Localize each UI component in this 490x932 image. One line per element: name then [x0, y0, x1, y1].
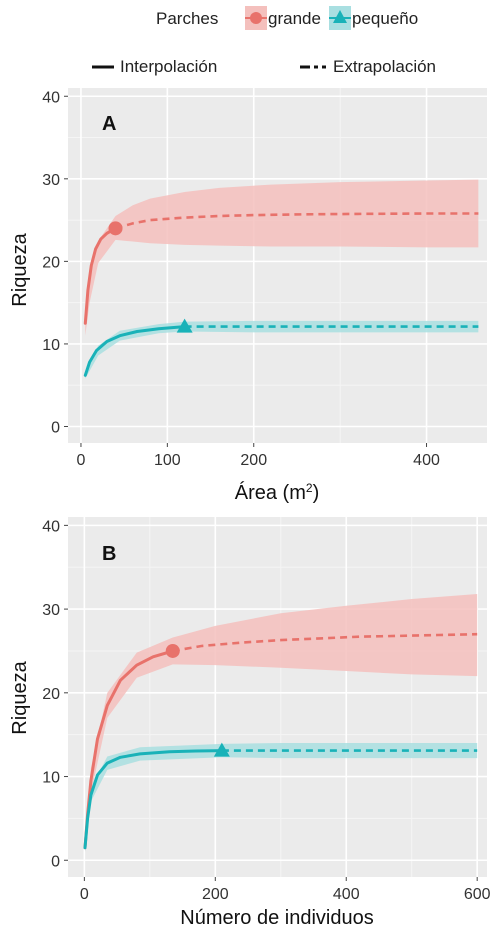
interpolation-line-pequeno — [83, 749, 224, 850]
markers-a — [108, 221, 193, 333]
x-tick-label: 600 — [464, 886, 490, 903]
x-tick-label: 200 — [202, 886, 229, 903]
bands-b — [85, 594, 478, 852]
y-tick-label: 30 — [42, 172, 60, 189]
panel-label-b: B — [102, 543, 116, 565]
x-tick-label: 0 — [77, 452, 86, 469]
y-tick-label: 40 — [42, 89, 60, 106]
x-axis-title-a: Área (m2) — [235, 481, 319, 504]
legend-label-extrapolacion: Extrapolación — [333, 57, 436, 76]
y-tick-label: 30 — [42, 602, 60, 619]
markers-b — [165, 643, 230, 757]
legend-label-interpolacion: Interpolación — [120, 57, 217, 76]
interpolation-line-pequeno — [83, 325, 187, 377]
legend-item-grande: grande — [245, 6, 321, 30]
legend-circle-icon — [250, 12, 262, 24]
plot-background-b — [68, 517, 487, 877]
x-tick-label: 400 — [333, 886, 360, 903]
legend-label-pequeno: pequeño — [352, 9, 418, 28]
x-tick-label: 200 — [240, 452, 267, 469]
y-tick-label: 20 — [42, 254, 60, 271]
plot-background-a — [68, 88, 487, 443]
interpolation-line-grande — [83, 226, 117, 325]
sample-point-grande — [165, 643, 180, 658]
gridlines-b — [68, 517, 487, 877]
lines-a — [83, 212, 479, 377]
x-tick-label: 100 — [154, 452, 181, 469]
legend-title: Parches — [156, 9, 218, 28]
legend-item-pequeno: pequeño — [329, 6, 418, 30]
confidence-band-grande — [85, 179, 479, 336]
y-tick-label: 0 — [51, 419, 60, 436]
legend-item-interpolacion: Interpolación — [92, 57, 217, 76]
x-axis-title-b: Número de individuos — [180, 907, 373, 929]
extrapolation-line-grande — [115, 212, 479, 230]
legend-triangle-icon — [333, 10, 347, 23]
extrapolation-line-grande — [172, 632, 478, 653]
x-tick-label: 0 — [80, 886, 89, 903]
y-tick-label: 0 — [51, 853, 60, 870]
legend: Parches grande pequeño Interpolación Ext… — [92, 6, 436, 76]
confidence-band-grande — [85, 594, 478, 852]
y-tick-label: 10 — [42, 337, 60, 354]
y-axis-title-a: Riqueza — [9, 232, 31, 306]
confidence-band-pequeno — [85, 743, 478, 852]
legend-label-grande: grande — [268, 9, 321, 28]
panel-label-a: A — [102, 113, 116, 135]
y-tick-label: 10 — [42, 770, 60, 787]
lines-b — [83, 632, 478, 850]
y-tick-label: 20 — [42, 686, 60, 703]
legend-item-extrapolacion: Extrapolación — [300, 57, 436, 76]
y-tick-label: 40 — [42, 518, 60, 535]
sample-point-pequeno — [176, 318, 193, 333]
sample-point-pequeno — [213, 742, 230, 757]
sample-point-grande — [108, 221, 123, 236]
x-tick-label: 400 — [413, 452, 440, 469]
y-axis-title-b: Riqueza — [9, 660, 31, 734]
